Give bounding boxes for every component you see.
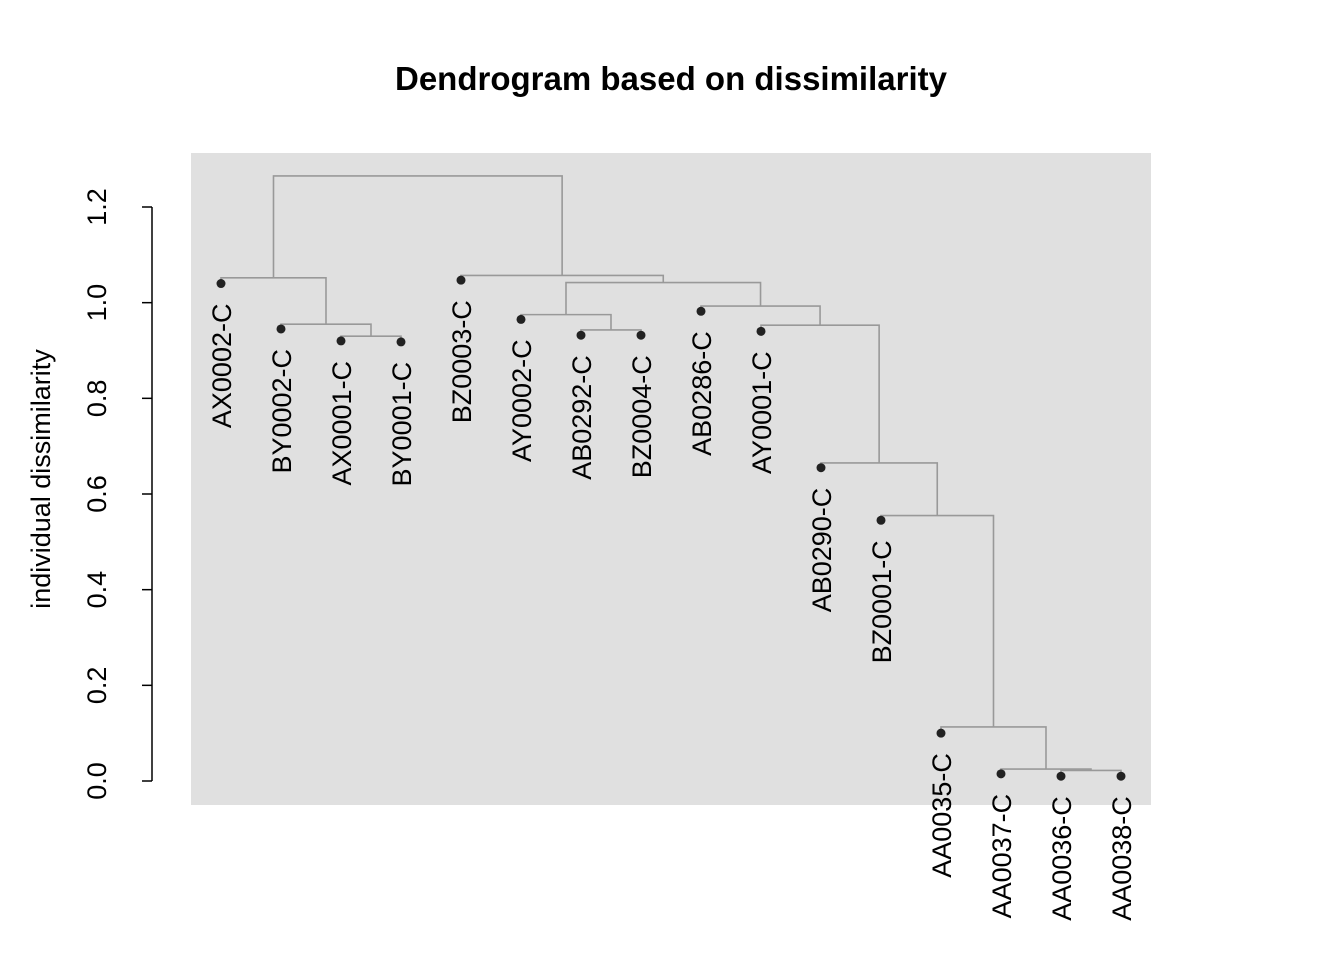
leaf-label: AX0002-C — [207, 304, 237, 429]
leaf-point — [636, 330, 646, 340]
leaf-label: AB0290-C — [807, 488, 837, 613]
leaf-label: BZ0001-C — [867, 540, 897, 663]
leaf-label: AA0038-C — [1107, 796, 1137, 921]
leaf-label: AA0037-C — [987, 794, 1017, 919]
leaf-point — [456, 275, 466, 285]
leaf-label: AA0035-C — [927, 753, 957, 878]
merge-branch — [272, 175, 563, 278]
leaf-label: AB0286-C — [687, 331, 717, 456]
y-tick-label: 0.4 — [82, 571, 112, 609]
leaf-point — [216, 279, 226, 289]
leaf-point — [696, 306, 706, 316]
merge-branch — [565, 281, 762, 315]
leaf-label: AY0002-C — [507, 339, 537, 462]
leaf-label: AA0036-C — [1047, 796, 1077, 921]
leaf-point — [336, 336, 346, 346]
y-tick-label: 0.8 — [82, 380, 112, 418]
leaf-point — [996, 769, 1006, 779]
leaf-label: BY0001-C — [387, 362, 417, 487]
y-tick-label: 0.0 — [82, 762, 112, 800]
dendrogram-tree: AX0002-C BY0002-C AX0001-C BY0001-C BZ0003-C… — [207, 175, 1137, 921]
y-tick-label: 0.2 — [82, 667, 112, 705]
leaf-label: BZ0003-C — [447, 300, 477, 423]
leaf-label: AY0001-C — [747, 351, 777, 474]
y-tick-label: 0.6 — [82, 475, 112, 513]
leaf-point — [1056, 771, 1066, 781]
leaf-point — [876, 515, 886, 525]
leaf-point — [396, 337, 406, 347]
leaf-point — [276, 324, 286, 334]
leaf-point — [756, 326, 766, 336]
y-tick-label: 1.2 — [82, 188, 112, 226]
leaf-point — [576, 330, 586, 340]
y-axis: 0.0 0.2 0.4 0.6 0.8 1.0 1.2 — [82, 188, 153, 800]
leaf-point — [516, 314, 526, 324]
leaf-label: BZ0004-C — [627, 355, 657, 478]
y-axis-label: individual dissimilarity — [26, 349, 56, 609]
leaf-label: AB0292-C — [567, 355, 597, 480]
leaf-label: AX0001-C — [327, 361, 357, 486]
plot-background — [191, 153, 1151, 805]
y-tick-label: 1.0 — [82, 284, 112, 322]
leaf-point — [816, 463, 826, 473]
leaf-point — [1116, 771, 1126, 781]
chart-title: Dendrogram based on dissimilarity — [395, 60, 948, 97]
leaf-label: BY0002-C — [267, 349, 297, 474]
leaf-point — [936, 728, 946, 738]
